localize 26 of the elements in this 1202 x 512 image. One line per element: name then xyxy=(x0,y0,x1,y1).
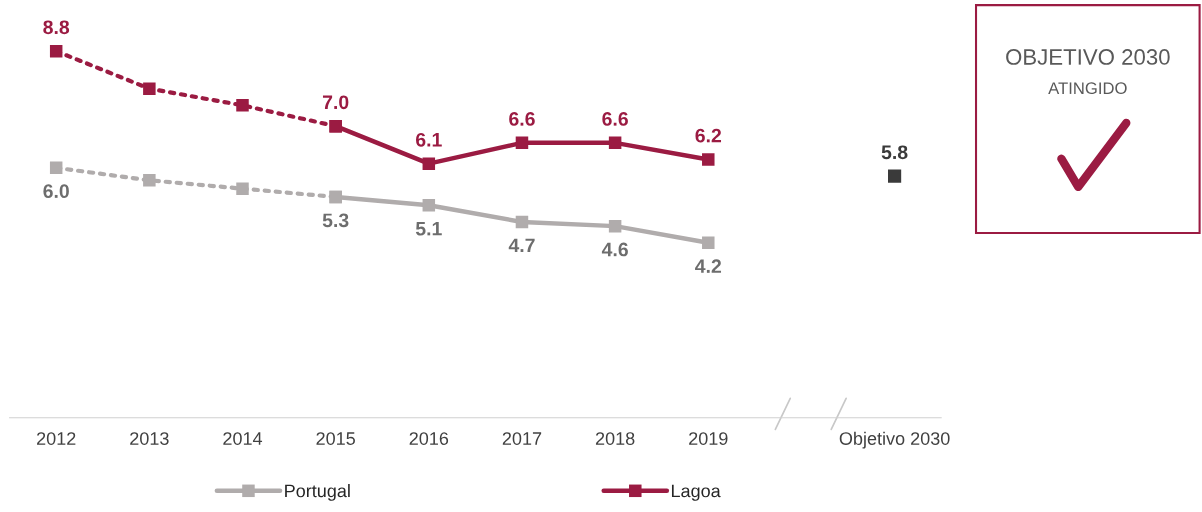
data-label: 8.8 xyxy=(43,20,70,35)
data-label: 4.2 xyxy=(695,259,722,273)
data-label: 5.3 xyxy=(322,213,349,228)
legend-label: Lagoa xyxy=(671,484,721,501)
x-tick-label: 2014 xyxy=(223,432,263,445)
data-label: 5.8 xyxy=(881,145,908,160)
x-tick-label: 2019 xyxy=(689,432,728,445)
data-label: 7.0 xyxy=(322,95,349,110)
data-label: 5.1 xyxy=(415,221,442,236)
x-tick-label: Objetivo 2030 xyxy=(839,431,950,449)
text: ATINGIDO xyxy=(1048,82,1127,95)
data-label: 6.1 xyxy=(416,132,442,147)
x-tick-label: 2018 xyxy=(595,432,635,445)
legend-label: Portugal xyxy=(285,484,350,501)
text: OBJETIVO 2030 xyxy=(1006,49,1170,65)
x-tick-label: 2015 xyxy=(316,432,355,445)
x-tick-label: 2013 xyxy=(130,432,169,445)
data-label: 6.6 xyxy=(509,112,535,126)
data-label: 6.2 xyxy=(695,128,722,143)
data-label: 6.0 xyxy=(43,184,69,199)
data-label: 4.6 xyxy=(601,242,628,257)
data-label: 6.6 xyxy=(602,112,628,126)
x-tick-label: 2012 xyxy=(37,432,76,445)
x-tick-label: 2017 xyxy=(502,432,542,445)
x-tick-label: 2016 xyxy=(409,432,449,445)
data-label: 4.7 xyxy=(508,238,535,252)
